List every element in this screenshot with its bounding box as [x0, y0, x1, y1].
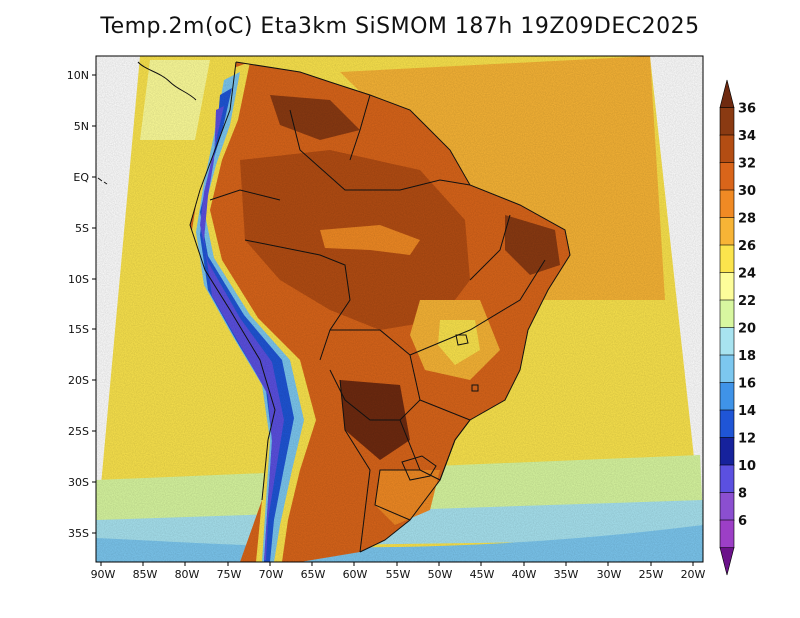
lon-label-40w: 40W [512, 568, 537, 581]
map-field [96, 56, 703, 562]
colorbar-swatch [719, 272, 735, 301]
colorbar-label: 26 [738, 239, 756, 254]
colorbar-label: 22 [738, 294, 756, 309]
lon-label-90w: 90W [91, 568, 116, 581]
lon-label-20w: 20W [681, 568, 706, 581]
lat-label-10s: 10S [68, 273, 89, 286]
map-title: Temp.2m(oC) Eta3km SiSMOM 187h 19Z09DEC2… [100, 14, 700, 39]
colorbar-label: 34 [738, 129, 756, 144]
map-frame [95, 55, 704, 563]
colorbar-label: 6 [738, 514, 747, 529]
lat-label-25s: 25S [68, 425, 89, 438]
colorbar-label: 14 [738, 404, 756, 419]
colorbar-label: 30 [738, 184, 756, 199]
colorbar-swatch [719, 547, 735, 576]
lat-label-30s: 30S [68, 476, 89, 489]
colorbar-swatch [719, 134, 735, 164]
lat-label-15s: 15S [68, 323, 89, 336]
lon-label-85w: 85W [133, 568, 158, 581]
lat-label-20s: 20S [68, 374, 89, 387]
lat-label-10n: 10N [67, 69, 89, 82]
colorbar-swatch [719, 107, 735, 136]
colorbar-label: 36 [738, 102, 756, 117]
coastline-details [97, 61, 479, 481]
lon-label-35w: 35W [554, 568, 579, 581]
lon-label-65w: 65W [301, 568, 326, 581]
lat-label-eq: EQ [73, 171, 89, 184]
colorbar-label: 20 [738, 322, 756, 337]
colorbar-swatch [719, 492, 735, 521]
lon-labels: 90W 85W 80W 75W 70W 65W 60W 55W 50W 45W … [91, 568, 706, 581]
lon-label-80w: 80W [175, 568, 200, 581]
colorbar-label: 8 [738, 487, 747, 502]
colorbar-label: 12 [738, 432, 756, 447]
colorbar-swatch [719, 519, 735, 549]
lat-axis [92, 74, 96, 534]
lon-label-75w: 75W [217, 568, 242, 581]
lon-label-45w: 45W [470, 568, 495, 581]
colorbar-swatch [719, 79, 735, 108]
lon-label-50w: 50W [428, 568, 453, 581]
lon-label-30w: 30W [597, 568, 622, 581]
lat-labels: 10N 5N EQ 5S 10S 15S 20S 25S 30S 35S [67, 69, 90, 540]
colorbar-swatch [719, 409, 735, 439]
lon-label-70w: 70W [259, 568, 284, 581]
lat-label-35s: 35S [68, 527, 89, 540]
lon-axis [100, 562, 694, 566]
colorbar-swatch [719, 189, 735, 219]
colorbar-swatch [719, 217, 735, 246]
lat-label-5s: 5S [75, 222, 89, 235]
lon-label-25w: 25W [639, 568, 664, 581]
colorbar-label: 16 [738, 377, 756, 392]
colorbar: 36 34 32 30 28 26 24 22 20 18 16 14 12 10 8 6 [719, 79, 756, 576]
colorbar-swatch [719, 354, 735, 384]
colorbar-swatch [719, 299, 735, 329]
lon-label-55w: 55W [386, 568, 411, 581]
colorbar-swatch [719, 437, 735, 466]
colorbar-label: 28 [738, 212, 756, 227]
lon-label-60w: 60W [343, 568, 368, 581]
colorbar-label: 10 [738, 459, 756, 474]
colorbar-label: 24 [738, 267, 756, 282]
country-borders [189, 61, 571, 553]
colorbar-swatch [719, 464, 735, 494]
colorbar-label: 18 [738, 349, 756, 364]
colorbar-swatch [719, 382, 735, 411]
colorbar-swatch [719, 162, 735, 191]
colorbar-swatch [719, 244, 735, 274]
colorbar-label: 32 [738, 157, 756, 172]
colorbar-swatch [719, 327, 735, 356]
lat-label-5n: 5N [74, 120, 89, 133]
